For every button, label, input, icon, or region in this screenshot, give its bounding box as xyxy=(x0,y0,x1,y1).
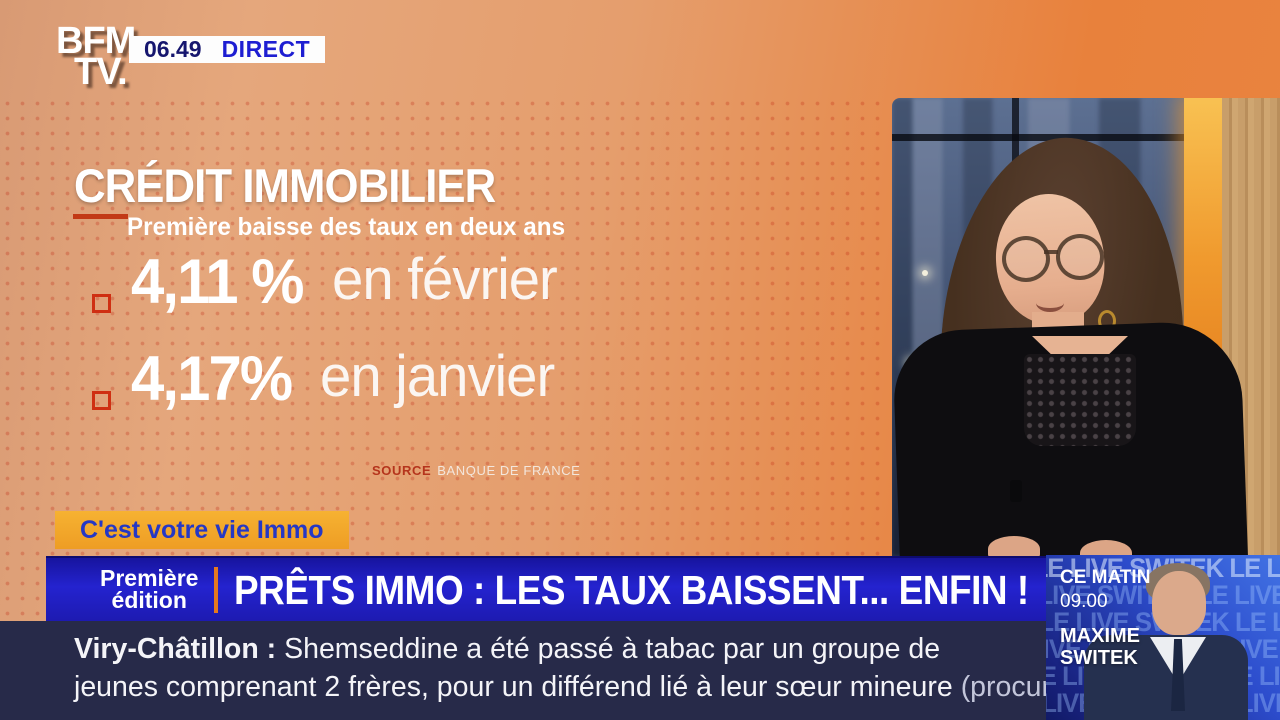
guest-hand-left xyxy=(988,536,1040,556)
square-bullet-icon xyxy=(92,294,111,313)
program-badge-label: C'est votre vie Immo xyxy=(80,515,324,544)
show-logo: Première édition xyxy=(100,565,199,613)
guest-smile xyxy=(1036,294,1064,312)
ticker-lead: Viry-Châtillon : xyxy=(74,633,277,665)
stat-row-january: 4,17% en janvier xyxy=(92,343,563,440)
show-logo-line-2: édition xyxy=(111,587,187,613)
ticker-line-1: Viry-Châtillon : Shemseddine a été passé… xyxy=(74,630,1102,668)
stats-list: 4,11 % en février 4,17% en janvier xyxy=(92,246,563,440)
presenter-name-line-2: SWITEK xyxy=(1060,647,1138,669)
stat-value: 4,11 % xyxy=(131,247,305,317)
glasses-right-lens xyxy=(1056,234,1104,280)
presenter-tie xyxy=(1171,639,1185,711)
ticker-line-1-text: Shemseddine a été passé à tabac par un g… xyxy=(284,633,941,665)
presenter-head xyxy=(1152,571,1206,635)
bfm-tv-logo: BFM TV. xyxy=(56,20,136,94)
studio-video xyxy=(892,98,1280,556)
bfm-logo-line-2: TV. xyxy=(74,51,128,94)
guest-hand-right xyxy=(1080,540,1132,556)
lapel-mic xyxy=(1010,480,1022,502)
news-ticker: Viry-Châtillon : Shemseddine a été passé… xyxy=(0,621,1102,720)
source-line: SOURCE BANQUE DE FRANCE xyxy=(372,463,580,478)
title-underline xyxy=(73,214,128,219)
banner-headline: PRÊTS IMMO : LES TAUX BAISSENT... ENFIN … xyxy=(234,566,1030,613)
headline-banner: Première édition PRÊTS IMMO : LES TAUX B… xyxy=(46,556,1048,622)
glasses-bridge xyxy=(1044,250,1058,254)
program-badge: C'est votre vie Immo xyxy=(55,511,349,549)
ticker-line-2-text: jeunes comprenant 2 frères, pour un diff… xyxy=(74,671,953,703)
source-prefix: SOURCE xyxy=(372,463,432,478)
square-bullet-icon xyxy=(92,391,111,410)
ticker-text: Viry-Châtillon : Shemseddine a été passé… xyxy=(74,630,1102,706)
clock-time: 06.49 xyxy=(144,36,202,62)
stat-label: en janvier xyxy=(319,344,555,409)
source-name: BANQUE DE FRANCE xyxy=(437,463,581,478)
stat-value: 4,17% xyxy=(131,344,293,414)
live-direct-label: DIRECT xyxy=(221,36,311,62)
stat-label: en février xyxy=(331,247,558,312)
stat-row-february: 4,11 % en février xyxy=(92,246,563,343)
upnext-time: 09.00 xyxy=(1060,591,1108,612)
infographic-subtitle: Première baisse des taux en deux ans xyxy=(127,213,566,241)
infographic-title: CRÉDIT IMMOBILIER xyxy=(74,159,496,212)
upnext-when: CE MATIN xyxy=(1060,567,1151,588)
glasses-left-lens xyxy=(1002,236,1050,282)
guest-lace-top xyxy=(1024,354,1136,446)
window-mullion-horizontal xyxy=(892,134,1188,141)
upnext-presenter-name: MAXIME SWITEK xyxy=(1060,625,1140,669)
street-lamp xyxy=(922,270,928,276)
ticker-line-2: jeunes comprenant 2 frères, pour un diff… xyxy=(74,668,1102,706)
show-logo-line-1: Première xyxy=(100,565,199,592)
time-direct-bar: 06.49 DIRECT xyxy=(129,36,326,63)
presenter-name-line-1: MAXIME xyxy=(1060,625,1140,647)
banner-divider xyxy=(214,567,219,613)
upnext-module: LE LIVE SWITEK LE LIVE SWITEK LE LIVE SW… xyxy=(1046,555,1280,720)
bfm-logo-line-1: BFM xyxy=(56,20,136,62)
